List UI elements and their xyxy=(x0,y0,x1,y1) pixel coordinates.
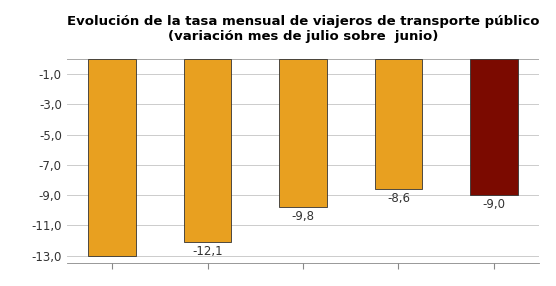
Bar xyxy=(279,59,327,207)
Bar xyxy=(88,59,136,256)
Text: -8,6: -8,6 xyxy=(387,192,410,205)
Bar xyxy=(183,59,231,242)
Text: -9,8: -9,8 xyxy=(291,210,315,223)
Text: -9,0: -9,0 xyxy=(483,198,505,211)
Bar xyxy=(470,59,518,195)
Title: Evolución de la tasa mensual de viajeros de transporte público
(variación mes de: Evolución de la tasa mensual de viajeros… xyxy=(67,15,539,43)
Bar xyxy=(375,59,423,189)
Text: -12,1: -12,1 xyxy=(192,245,223,258)
